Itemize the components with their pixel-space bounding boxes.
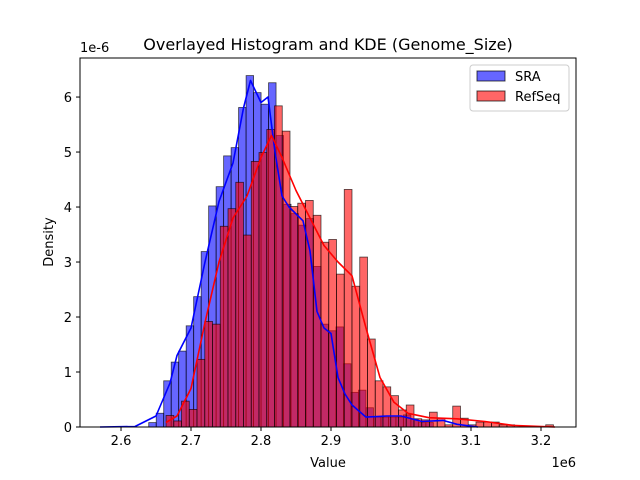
legend-swatch-refseq — [476, 90, 506, 102]
kde-line-refseq — [165, 134, 556, 428]
bar-refseq — [243, 234, 252, 428]
ticks-layer: 2.6 2.7 2.8 2.9 3.0 3.1 3.2 0 1 2 3 4 5 6 — [64, 91, 552, 449]
bar-refseq — [429, 411, 438, 428]
x-tick-label: 3.2 — [531, 434, 552, 449]
x-tick-label: 2.9 — [321, 434, 342, 449]
bar-refseq — [258, 152, 268, 428]
y-tick-label: 2 — [64, 311, 72, 326]
bar-refseq — [250, 160, 260, 428]
bar-refseq — [390, 395, 399, 428]
bar-refseq — [343, 189, 353, 428]
bar-refseq — [204, 321, 213, 428]
x-axis-label: Value — [310, 456, 346, 471]
bar-refseq — [320, 241, 330, 428]
legend-swatch-sra — [476, 70, 506, 82]
bar-refseq — [289, 206, 299, 428]
bar-refseq — [196, 358, 206, 428]
y-offset-label: 1e-6 — [80, 41, 109, 56]
y-tick-label: 4 — [64, 201, 72, 216]
bar-refseq — [312, 214, 322, 428]
bar-refseq — [359, 256, 368, 428]
bar-refseq — [227, 208, 237, 428]
bar-refseq — [336, 273, 345, 428]
y-tick-label: 3 — [64, 256, 72, 271]
y-tick-label: 1 — [64, 366, 72, 381]
bar-refseq — [374, 380, 384, 428]
x-tick-label: 3.0 — [391, 434, 412, 449]
bars-layer — [148, 75, 554, 428]
bar-sra — [148, 422, 157, 428]
bar-refseq — [405, 404, 415, 428]
bar-refseq — [297, 202, 306, 428]
bar-refseq — [436, 417, 446, 428]
y-tick-label: 6 — [64, 91, 72, 106]
bar-sra — [155, 412, 165, 428]
x-offset-label: 1e6 — [551, 456, 576, 471]
plot-frame — [79, 57, 577, 428]
bar-refseq — [398, 409, 407, 428]
x-tick-label: 2.6 — [111, 434, 132, 449]
legend-label-refseq: RefSeq — [515, 90, 561, 105]
x-tick-label: 2.8 — [251, 434, 272, 449]
bar-refseq — [266, 129, 275, 428]
legend-label-sra: SRA — [515, 70, 541, 85]
chart-title: Overlayed Histogram and KDE (Genome_Size… — [143, 35, 513, 55]
x-tick-label: 3.1 — [461, 434, 482, 449]
legend: SRA RefSeq — [469, 64, 570, 112]
y-tick-label: 0 — [64, 421, 72, 436]
y-axis-label: Density — [42, 217, 57, 267]
kde-layer — [99, 79, 556, 428]
bar-refseq — [173, 420, 182, 428]
kde-line-sra — [99, 79, 479, 428]
x-tick-label: 2.7 — [181, 434, 202, 449]
bar-refseq — [235, 181, 244, 428]
y-tick-label: 5 — [64, 146, 72, 161]
bar-refseq — [188, 409, 198, 428]
bar-refseq — [367, 338, 376, 428]
bar-refseq — [212, 323, 221, 428]
